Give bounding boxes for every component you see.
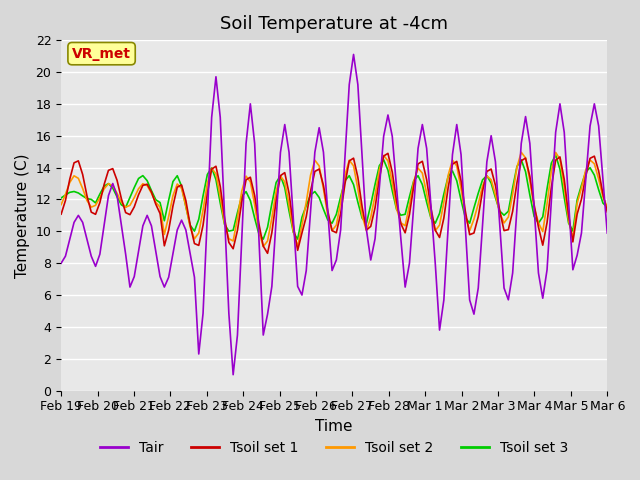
Text: VR_met: VR_met xyxy=(72,47,131,60)
Y-axis label: Temperature (C): Temperature (C) xyxy=(15,153,30,277)
Title: Soil Temperature at -4cm: Soil Temperature at -4cm xyxy=(220,15,448,33)
Legend: Tair, Tsoil set 1, Tsoil set 2, Tsoil set 3: Tair, Tsoil set 1, Tsoil set 2, Tsoil se… xyxy=(95,436,574,461)
X-axis label: Time: Time xyxy=(316,419,353,434)
